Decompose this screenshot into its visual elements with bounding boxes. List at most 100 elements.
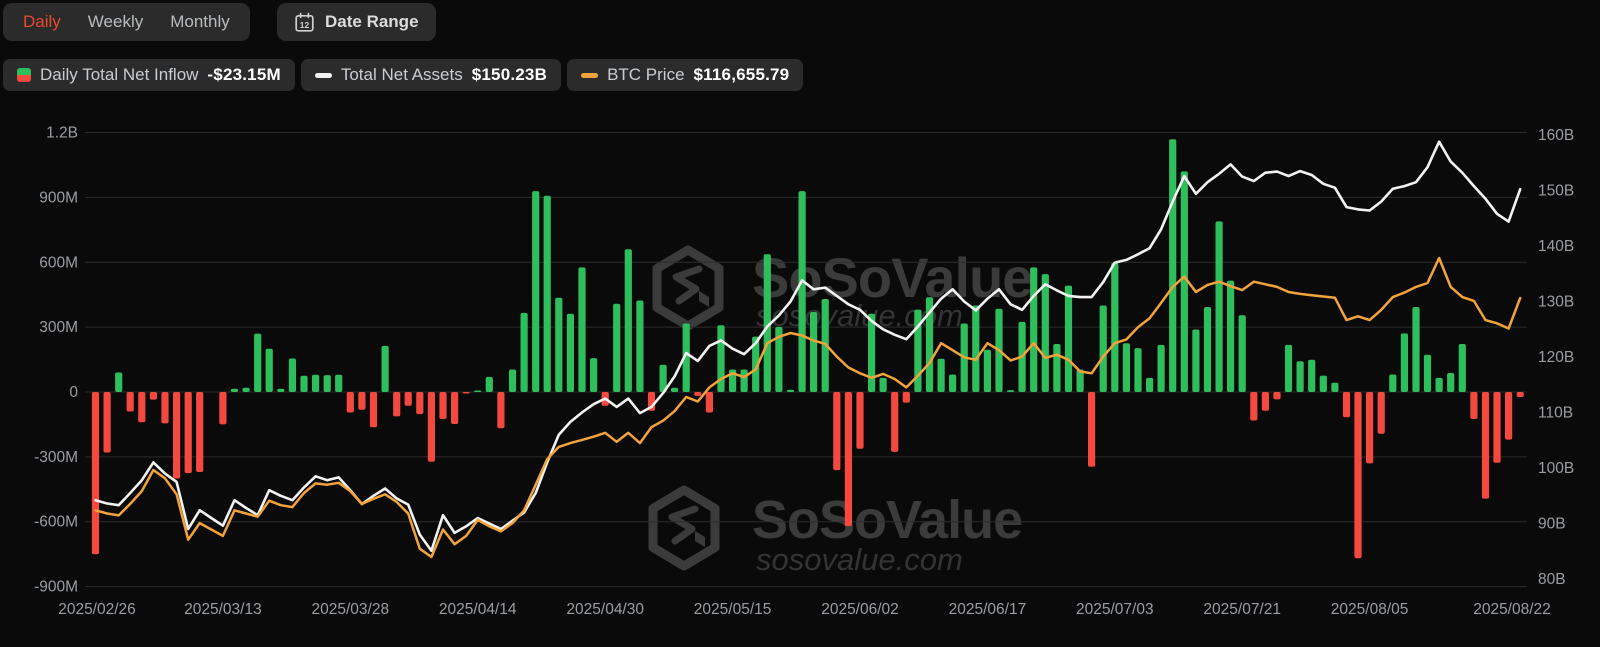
inflow-bar: [786, 389, 795, 392]
inflow-bar: [1331, 382, 1339, 392]
inflow-bar: [937, 358, 945, 392]
inflow-bar: [1389, 374, 1397, 392]
right-axis-tick: 110B: [1538, 405, 1573, 422]
right-axis-tick: 100B: [1538, 460, 1574, 477]
inflow-bar: [1215, 221, 1223, 392]
inflow-bar: [474, 390, 482, 392]
tab-daily[interactable]: Daily: [23, 12, 61, 31]
inflow-bar: [126, 392, 134, 412]
left-axis-tick: 300M: [39, 319, 78, 336]
inflow-bar: [1377, 392, 1385, 434]
left-axis-tick: -300M: [34, 449, 78, 466]
inflow-bar: [555, 297, 563, 392]
inflow-bar: [659, 364, 667, 392]
right-axis-tick: 150B: [1538, 183, 1574, 200]
right-axis-tick: 120B: [1538, 349, 1574, 366]
inflow-bar: [381, 345, 389, 392]
inflow-bar: [868, 313, 876, 392]
inflow-bar: [1458, 344, 1466, 392]
inflow-bar: [335, 374, 343, 392]
inflow-bar: [312, 374, 320, 392]
inflow-bar: [879, 377, 887, 392]
inflow-bar: [798, 191, 806, 392]
inflow-bar: [1284, 344, 1293, 392]
tab-monthly[interactable]: Monthly: [170, 12, 230, 31]
inflow-bar: [138, 392, 146, 423]
inflow-bar: [1261, 392, 1269, 411]
inflow-bar: [833, 392, 841, 471]
tab-weekly[interactable]: Weekly: [87, 12, 144, 31]
inflow-bar: [277, 388, 285, 392]
inflow-bar: [1203, 307, 1212, 392]
legend-item-btc-price[interactable]: BTC Price $116,655.79: [567, 59, 804, 91]
legend-label: Daily Total Net Inflow: [40, 65, 199, 84]
inflow-bar: [1447, 373, 1455, 392]
legend-item-net-inflow[interactable]: Daily Total Net Inflow -$23.15M: [3, 59, 295, 91]
inflow-bar: [578, 267, 586, 392]
inflow-bar: [1227, 280, 1235, 392]
x-axis-tick: 2025/08/22: [1473, 601, 1551, 618]
net-assets-line: [94, 140, 1522, 553]
inflow-bar: [369, 392, 378, 428]
inflow-bar: [404, 392, 412, 406]
inflow-bar: [1076, 369, 1084, 392]
inflow-bar: [1493, 392, 1501, 463]
right-axis-tick: 80B: [1538, 571, 1566, 588]
inflow-bar: [590, 358, 598, 392]
inflow-bar: [1157, 344, 1165, 392]
inflow-bar: [682, 323, 690, 392]
x-axis-tick: 2025/06/02: [821, 601, 899, 618]
inflow-bar: [254, 333, 262, 392]
legend-value: $150.23B: [471, 65, 548, 84]
inflow-bar: [416, 392, 424, 415]
inflow-bar: [949, 374, 957, 392]
inflow-bar: [1088, 392, 1096, 467]
inflow-bar: [705, 392, 713, 413]
x-axis-tick: 2025/04/30: [566, 601, 644, 618]
inflow-bar: [173, 392, 181, 479]
inflow-bar: [972, 305, 980, 392]
inflow-bar: [1412, 307, 1420, 392]
inflow-bar: [242, 387, 250, 392]
inflow-bar: [1007, 390, 1015, 392]
inflow-bar: [1366, 392, 1374, 464]
x-axis-tick: 2025/07/03: [1076, 601, 1154, 618]
x-axis-labels: 2025/02/26 2025/03/13 2025/03/28 2025/04/14…: [58, 601, 1551, 618]
inflow-bar: [462, 392, 470, 394]
inflow-bar: [624, 249, 632, 392]
inflow-bar: [1296, 361, 1304, 392]
inflow-bar: [393, 392, 401, 417]
calendar-icon: 12: [294, 12, 315, 33]
inflow-bar: [902, 392, 910, 403]
inflow-bar: [1516, 392, 1524, 397]
inflow-bar: [1400, 333, 1408, 392]
date-range-button[interactable]: 12 Date Range: [277, 3, 436, 41]
inflow-bar: [1238, 315, 1246, 392]
inflow-bar: [184, 392, 192, 474]
watermark-url-text: sosovalue.com: [756, 542, 963, 577]
inflow-bar: [1192, 329, 1200, 392]
inflow-bar: [497, 392, 505, 429]
inflow-bar: [983, 349, 991, 392]
inflow-bar: [439, 392, 447, 419]
inflow-bar: [532, 191, 540, 392]
inflow-bar: [323, 375, 331, 392]
inflow-bar: [508, 369, 517, 392]
inflow-bar: [265, 348, 273, 392]
left-axis-tick: -900M: [34, 579, 78, 596]
inflow-bar: [1111, 262, 1119, 392]
inflow-bar: [694, 392, 702, 396]
svg-text:12: 12: [300, 20, 310, 30]
inflow-bar: [1319, 375, 1327, 392]
left-axis-tick: -600M: [34, 514, 78, 531]
inflow-bar: [1146, 377, 1154, 392]
inflow-bar: [810, 312, 818, 392]
inflow-bar: [451, 392, 459, 424]
legend-item-net-assets[interactable]: Total Net Assets $150.23B: [300, 59, 562, 91]
inflow-bar: [740, 369, 748, 392]
x-axis-tick: 2025/08/05: [1331, 601, 1409, 618]
chart-legend: Daily Total Net Inflow -$23.15M Total Ne…: [3, 59, 804, 91]
inflow-bar: [752, 336, 760, 392]
